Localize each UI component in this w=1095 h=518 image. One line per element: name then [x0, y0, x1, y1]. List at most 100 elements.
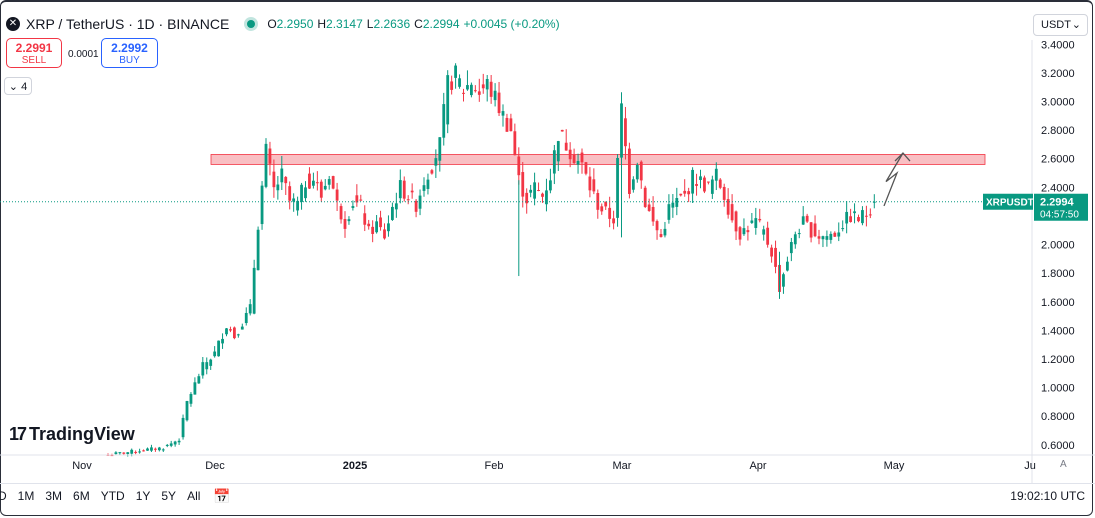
- candle: [872, 194, 876, 209]
- candle-body: [616, 157, 619, 218]
- candle: [639, 160, 643, 189]
- candle: [624, 106, 627, 160]
- candle: [556, 140, 560, 171]
- candle: [663, 221, 667, 238]
- range-button-1y[interactable]: 1Y: [135, 489, 151, 503]
- candle-body: [639, 161, 643, 181]
- candle-body: [797, 233, 801, 235]
- candle: [667, 194, 671, 224]
- candle-body: [489, 81, 493, 97]
- y-tick-label: 0.8000: [1041, 411, 1075, 423]
- market-open-icon: [247, 20, 256, 28]
- candle: [146, 447, 149, 451]
- utc-clock[interactable]: 19:02:10 UTC: [1010, 489, 1085, 503]
- range-button-d[interactable]: D: [0, 489, 7, 503]
- xrp-logo-icon[interactable]: ✕: [6, 17, 20, 31]
- candle-body: [857, 217, 860, 222]
- range-button-3m[interactable]: 3M: [45, 489, 63, 503]
- candle-body: [248, 304, 252, 314]
- candle-body: [545, 190, 548, 205]
- range-button-ytd[interactable]: YTD: [100, 489, 125, 503]
- y-tick-label: 2.0000: [1041, 240, 1075, 252]
- candle: [493, 83, 497, 107]
- candle-body: [130, 449, 134, 454]
- candle-body: [861, 210, 864, 224]
- candle: [675, 187, 679, 216]
- candle: [817, 229, 821, 245]
- candle: [576, 153, 580, 174]
- candle: [758, 208, 762, 223]
- candle-body: [813, 223, 817, 237]
- candle: [643, 185, 647, 209]
- currency-select[interactable]: USDT ⌄: [1033, 14, 1088, 36]
- buy-button[interactable]: 2.2992 BUY: [101, 38, 158, 68]
- candle-body: [560, 129, 564, 132]
- range-button-1m[interactable]: 1M: [17, 489, 35, 503]
- candle-body: [331, 176, 335, 189]
- candle-body: [584, 162, 588, 174]
- candle-body: [766, 227, 770, 245]
- candle: [845, 201, 849, 234]
- candle-body: [789, 242, 793, 254]
- candle-body: [683, 190, 687, 194]
- candle-body: [343, 219, 347, 229]
- candle: [722, 183, 726, 207]
- sell-button[interactable]: 2.2991 SELL: [6, 38, 62, 68]
- symbol-title[interactable]: XRP / TetherUS · 1D · BINANCE: [26, 16, 230, 32]
- candle: [616, 154, 619, 227]
- candle-body: [691, 169, 694, 194]
- candle-body: [829, 233, 833, 240]
- candle-body: [394, 203, 398, 210]
- projection-arrow[interactable]: [883, 152, 904, 207]
- candle: [849, 208, 852, 223]
- candle-body: [165, 444, 169, 446]
- candle: [762, 225, 766, 241]
- candle-body: [695, 184, 698, 186]
- candle-body: [477, 91, 481, 95]
- candle: [308, 167, 311, 189]
- candle: [296, 196, 299, 216]
- y-tick-label: 1.2000: [1041, 354, 1075, 366]
- candle-body: [308, 173, 311, 189]
- candle-body: [679, 193, 683, 196]
- calendar-icon[interactable]: 📅: [213, 488, 231, 504]
- candle: [481, 73, 485, 94]
- indicators-toggle[interactable]: ⌄ 4: [4, 77, 32, 95]
- candle: [169, 440, 173, 448]
- candle: [355, 184, 359, 207]
- range-button-5y[interactable]: 5Y: [161, 489, 177, 503]
- candle-body: [347, 219, 351, 222]
- candle-body: [268, 148, 272, 164]
- candle-body: [817, 236, 821, 239]
- auto-scale-button[interactable]: A: [1060, 459, 1067, 470]
- candle: [726, 188, 730, 219]
- candle: [185, 400, 189, 422]
- candle: [323, 179, 327, 191]
- candle-body: [292, 198, 296, 202]
- candle: [462, 88, 465, 102]
- candle-body: [738, 227, 742, 240]
- candle-body: [525, 192, 529, 204]
- close-value: 2.2994: [422, 17, 460, 31]
- range-button-all[interactable]: All: [187, 489, 201, 503]
- candle: [793, 231, 797, 249]
- candle: [221, 333, 224, 349]
- candle-body: [588, 176, 592, 191]
- candle-body: [300, 184, 303, 202]
- candle: [150, 444, 153, 452]
- candle-body: [375, 221, 378, 233]
- candle: [197, 373, 201, 384]
- candle-body: [742, 228, 746, 235]
- candle-body: [537, 190, 540, 192]
- candle-body: [312, 180, 315, 186]
- candle-body: [592, 179, 596, 192]
- symbol-name-label: XRPUSDT: [986, 198, 1034, 209]
- range-button-6m[interactable]: 6M: [73, 489, 90, 503]
- candle: [470, 82, 473, 98]
- countdown-label: 04:57:50: [1040, 210, 1079, 221]
- candle: [513, 123, 517, 156]
- candle-body: [643, 187, 647, 207]
- candle-body: [114, 452, 118, 454]
- candle-body: [497, 92, 501, 114]
